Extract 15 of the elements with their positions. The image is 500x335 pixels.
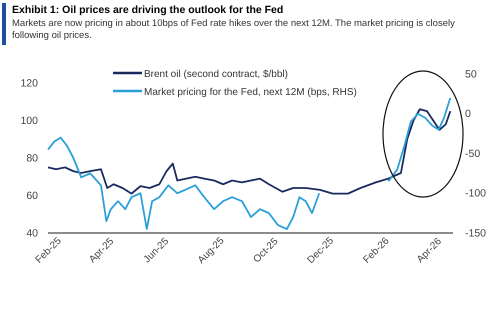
- y-tick-label: 80: [26, 152, 38, 164]
- line-series: [47, 108, 452, 195]
- y2-tick-label: -100: [465, 188, 486, 200]
- y2-tick-label: 0: [465, 108, 471, 120]
- legend-label: Market pricing for the Fed, next 12M (bps, RHS): [144, 87, 357, 98]
- chart-title: Exhibit 1: Oil prices are driving the outlook for the Fed: [12, 4, 284, 16]
- y-tick-label: 120: [20, 77, 38, 90]
- y2-tick-label: -150: [465, 227, 486, 240]
- y2-tick-label: -50: [465, 148, 480, 160]
- y-tick-label: 40: [26, 227, 38, 240]
- chart-subtitle: Markets are now pricing in about 10bps of Fed rate hikes over the next 12M. The market pricing is closely following oil prices.: [12, 18, 456, 41]
- y-tick-label: 60: [26, 190, 38, 202]
- y2-tick-label: 50: [465, 68, 477, 80]
- y-tick-label: 100: [20, 114, 38, 127]
- legend-label: Brent oil (second contract, $/bbl): [144, 69, 288, 80]
